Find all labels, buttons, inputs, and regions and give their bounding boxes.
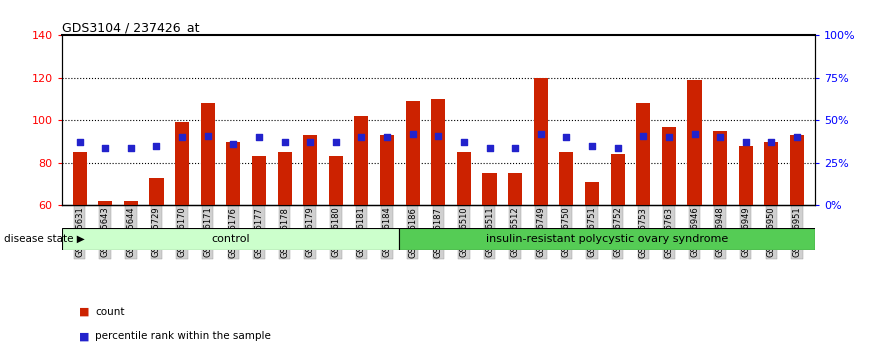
Bar [508,173,522,205]
Point [278,139,292,145]
Point [432,133,446,138]
Point [765,139,779,145]
Bar [252,156,266,205]
Bar [636,103,650,205]
Point [713,135,727,140]
Point [303,139,317,145]
Point [175,135,189,140]
Bar [98,201,112,205]
Bar [611,154,625,205]
Text: disease state ▶: disease state ▶ [4,234,85,244]
Bar [457,152,471,205]
Point [611,145,625,150]
Text: percentile rank within the sample: percentile rank within the sample [95,331,271,341]
Bar [124,201,138,205]
Bar [765,142,779,205]
Bar [354,116,368,205]
Point [380,135,394,140]
Point [559,135,574,140]
Point [354,135,368,140]
Text: insulin-resistant polycystic ovary syndrome: insulin-resistant polycystic ovary syndr… [486,234,729,244]
Text: GDS3104 / 237426_at: GDS3104 / 237426_at [62,21,199,34]
Bar [790,135,804,205]
Bar [226,142,241,205]
Bar [585,182,599,205]
Point [457,139,471,145]
Point [124,145,138,150]
Bar [329,156,343,205]
Bar [662,127,676,205]
Bar [72,152,86,205]
Text: control: control [211,234,250,244]
Point [252,135,266,140]
Bar [380,135,394,205]
Point [98,145,112,150]
Point [585,143,599,149]
Bar [62,228,399,250]
Bar [483,173,497,205]
Point [790,135,804,140]
Bar [175,122,189,205]
Bar [303,135,317,205]
Point [226,141,241,147]
Bar [534,78,548,205]
Point [329,139,343,145]
Text: count: count [95,307,124,316]
Bar [150,178,164,205]
Point [662,135,676,140]
Text: ■: ■ [79,331,90,341]
Point [636,133,650,138]
Point [738,139,752,145]
Bar [432,99,445,205]
Bar [559,152,574,205]
Point [687,131,701,137]
Point [534,131,548,137]
Point [483,145,497,150]
Point [150,143,164,149]
Bar [399,228,815,250]
Point [72,139,86,145]
Point [405,131,419,137]
Bar [713,131,727,205]
Bar [278,152,292,205]
Text: ■: ■ [79,307,90,316]
Bar [738,146,752,205]
Point [201,133,215,138]
Bar [687,80,701,205]
Point [508,145,522,150]
Bar [201,103,215,205]
Bar [405,101,419,205]
